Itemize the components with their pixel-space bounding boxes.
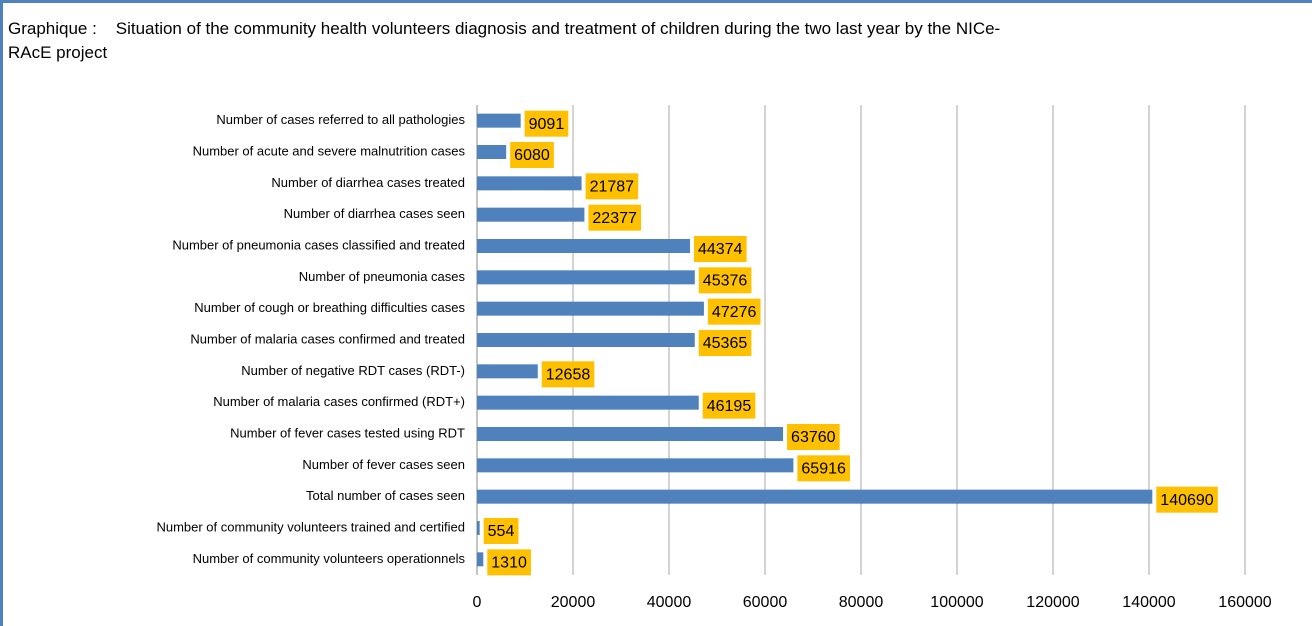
y-tick-label: Number of cough or breathing difficultie…	[194, 300, 465, 315]
y-tick-label: Number of community volunteers trained a…	[156, 519, 465, 534]
data-label: 45376	[703, 273, 748, 290]
bar	[477, 364, 538, 379]
y-tick-label: Number of pneumonia cases classified and…	[172, 237, 465, 252]
y-tick-label: Number of cases referred to all patholog…	[216, 112, 465, 127]
y-tick-label: Number of pneumonia cases	[299, 269, 466, 284]
data-label-bg	[585, 173, 639, 200]
x-tick-label: 160000	[1218, 594, 1271, 611]
data-label: 140690	[1160, 492, 1213, 509]
chart-title: Graphique : Situation of the community h…	[8, 19, 1001, 62]
data-label: 47276	[712, 304, 757, 321]
y-tick-label: Number of fever cases seen	[302, 457, 465, 472]
data-label: 1310	[491, 555, 527, 572]
data-label: 6080	[514, 147, 550, 164]
data-label: 46195	[707, 398, 752, 415]
data-label-bg	[698, 267, 752, 294]
data-label-bg	[541, 361, 595, 388]
bar	[477, 521, 480, 535]
bar	[477, 239, 690, 253]
data-label-bg	[524, 110, 569, 137]
y-tick-label: Number of diarrhea cases treated	[271, 175, 465, 190]
bar	[477, 270, 695, 285]
x-tick-label: 60000	[743, 594, 788, 611]
bar	[477, 113, 521, 128]
data-label: 21787	[590, 179, 635, 196]
y-tick-label: Number of acute and severe malnutrition …	[193, 143, 466, 158]
data-label: 12658	[546, 367, 591, 384]
x-tick-label: 20000	[551, 594, 596, 611]
x-tick-label: 0	[473, 594, 482, 611]
bar	[477, 458, 794, 473]
data-label: 44374	[698, 241, 743, 258]
data-label-bg	[693, 236, 747, 262]
y-tick-label: Number of malaria cases confirmed and tr…	[190, 331, 465, 346]
y-tick-label: Number of community volunteers operation…	[193, 551, 466, 566]
y-tick-label: Number of fever cases tested using RDT	[230, 425, 465, 440]
bar	[477, 176, 582, 191]
bar	[477, 333, 695, 347]
y-tick-label: Total number of cases seen	[306, 488, 465, 503]
data-label: 45365	[703, 335, 748, 352]
plot: 0 20000 40000 60000 80000 100000 120000 140000 1…	[156, 105, 1272, 611]
data-label: 554	[488, 523, 515, 540]
data-label: 22377	[592, 210, 637, 227]
data-label-bg	[702, 392, 756, 419]
x-tick-label: 140000	[1122, 594, 1175, 611]
bar	[477, 552, 484, 567]
x-tick-label: 80000	[839, 594, 884, 611]
data-label-bg	[707, 298, 761, 325]
y-tick-label: Number of malaria cases confirmed (RDT+)	[213, 394, 465, 409]
data-label-bg	[483, 518, 519, 544]
x-tick-label: 40000	[647, 594, 692, 611]
data-label-bg	[510, 142, 554, 168]
bar	[477, 427, 784, 441]
y-tick-label: Number of diarrhea cases seen	[284, 206, 465, 221]
bar	[477, 207, 585, 222]
data-label-bg	[1156, 486, 1218, 513]
data-label-bg	[698, 330, 752, 356]
bar	[477, 395, 699, 410]
y-tick-label: Number of negative RDT cases (RDT-)	[241, 363, 465, 378]
data-label: 65916	[801, 461, 846, 478]
data-label: 63760	[791, 429, 836, 446]
bar	[477, 489, 1153, 504]
bar	[477, 301, 704, 316]
data-label: 9091	[529, 116, 565, 133]
data-label-bg	[797, 455, 850, 482]
bar	[477, 145, 507, 159]
data-label-bg	[487, 549, 531, 576]
data-label-bg	[588, 204, 642, 231]
data-label-bg	[787, 424, 840, 450]
x-tick-label: 100000	[930, 594, 983, 611]
x-tick-label: 120000	[1026, 594, 1079, 611]
